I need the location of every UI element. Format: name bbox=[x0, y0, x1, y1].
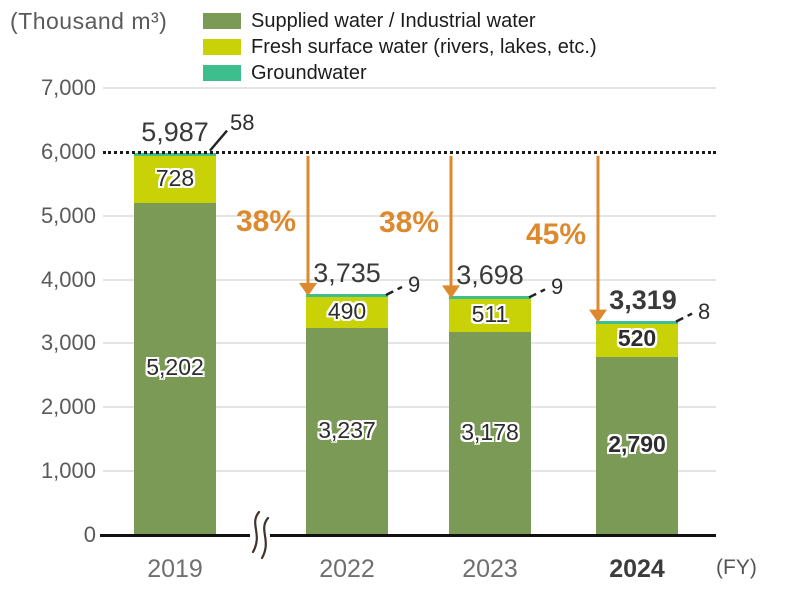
bar-2022-segment-ground bbox=[306, 294, 388, 297]
y-tick-label-0: 0 bbox=[83, 522, 96, 547]
fy-axis-label: (FY) bbox=[716, 556, 757, 579]
gridline-3000 bbox=[103, 342, 716, 345]
bar-2023-segment-fresh bbox=[449, 299, 531, 333]
bar-2024-value-supplied: 2,790 bbox=[608, 430, 666, 457]
bar-2019-value-supplied: 5,202 bbox=[146, 353, 204, 380]
callout-value-2019: 58 bbox=[230, 109, 255, 135]
x-tick-label-2019: 2019 bbox=[147, 555, 203, 583]
legend-swatch-supplied-water bbox=[203, 13, 241, 29]
axis-unit-label: (Thousand m³) bbox=[10, 8, 168, 34]
gridline-7000 bbox=[103, 87, 716, 89]
legend-label-fresh-surface-water: Fresh surface water (rivers, lakes, etc.… bbox=[251, 35, 597, 58]
bar-2024-segment-supplied bbox=[596, 356, 678, 535]
bar-2023-value-fresh: 511 bbox=[471, 300, 509, 327]
bar-2019-segment-supplied bbox=[134, 202, 216, 535]
gridline-4000 bbox=[103, 278, 716, 281]
bar-2023-total: 3,698 bbox=[456, 260, 524, 291]
bar-2024-segment-fresh bbox=[596, 323, 678, 357]
legend-row-groundwater: Groundwater bbox=[203, 60, 597, 86]
bar-2022-segment-fresh bbox=[306, 297, 388, 329]
callout-value-2024: 8 bbox=[698, 298, 711, 324]
x-axis-break-mark bbox=[250, 510, 270, 560]
bar-2022-value-fresh: 490 bbox=[327, 297, 367, 324]
y-tick-label-5000: 5,000 bbox=[40, 202, 96, 228]
bar-2024-total: 3,319 bbox=[609, 284, 677, 315]
y-tick-label-1000: 1,000 bbox=[40, 458, 96, 484]
bar-2023-segment-ground bbox=[449, 296, 531, 300]
legend-row-supplied-water: Supplied water / Industrial water bbox=[203, 8, 597, 34]
bar-2023-value-supplied: 3,178 bbox=[461, 418, 519, 445]
legend-label-groundwater: Groundwater bbox=[251, 61, 367, 84]
callout-value-2022: 9 bbox=[408, 272, 421, 297]
bar-2022-total: 3,735 bbox=[313, 258, 381, 288]
y-tick-label-7000: 7,000 bbox=[40, 75, 96, 100]
bar-2022-segment-supplied bbox=[306, 328, 388, 535]
reduction-percent-2023: 38% bbox=[378, 206, 439, 240]
legend-label-supplied-water: Supplied water / Industrial water bbox=[251, 9, 536, 32]
y-tick-label-3000: 3,000 bbox=[40, 330, 96, 356]
legend-swatch-fresh-surface-water bbox=[203, 39, 241, 55]
x-tick-label-2022: 2022 bbox=[319, 555, 375, 583]
bar-2022-value-supplied: 3,237 bbox=[318, 416, 376, 443]
x-tick-label-2024: 2024 bbox=[609, 555, 665, 583]
y-tick-label-6000: 6,000 bbox=[40, 138, 96, 164]
legend: Supplied water / Industrial water Fresh s… bbox=[203, 8, 597, 86]
bar-2024-segment-ground bbox=[596, 320, 678, 324]
legend-row-fresh-surface-water: Fresh surface water (rivers, lakes, etc.… bbox=[203, 34, 597, 60]
y-tick-label-4000: 4,000 bbox=[40, 266, 96, 292]
y-tick-label-2000: 2,000 bbox=[40, 394, 96, 420]
gridline-1000 bbox=[103, 470, 716, 473]
bar-2019-total: 5,987 bbox=[141, 116, 209, 147]
bar-2024-value-fresh: 520 bbox=[617, 325, 657, 352]
bar-2019-value-fresh: 728 bbox=[155, 164, 195, 191]
reference-dotted-line bbox=[103, 150, 716, 154]
gridline-2000 bbox=[103, 406, 716, 409]
callout-value-2023: 9 bbox=[551, 274, 564, 300]
bar-2019-segment-fresh bbox=[134, 156, 216, 203]
bar-2019-segment-ground bbox=[134, 152, 216, 157]
bar-2023-segment-supplied bbox=[449, 332, 531, 535]
x-axis-line bbox=[100, 534, 716, 537]
reduction-percent-2024: 45% bbox=[525, 218, 586, 252]
gridline-5000 bbox=[103, 214, 716, 217]
x-tick-label-2023: 2023 bbox=[462, 555, 518, 583]
legend-swatch-groundwater bbox=[203, 65, 241, 81]
reduction-percent-2022: 38% bbox=[235, 204, 296, 238]
